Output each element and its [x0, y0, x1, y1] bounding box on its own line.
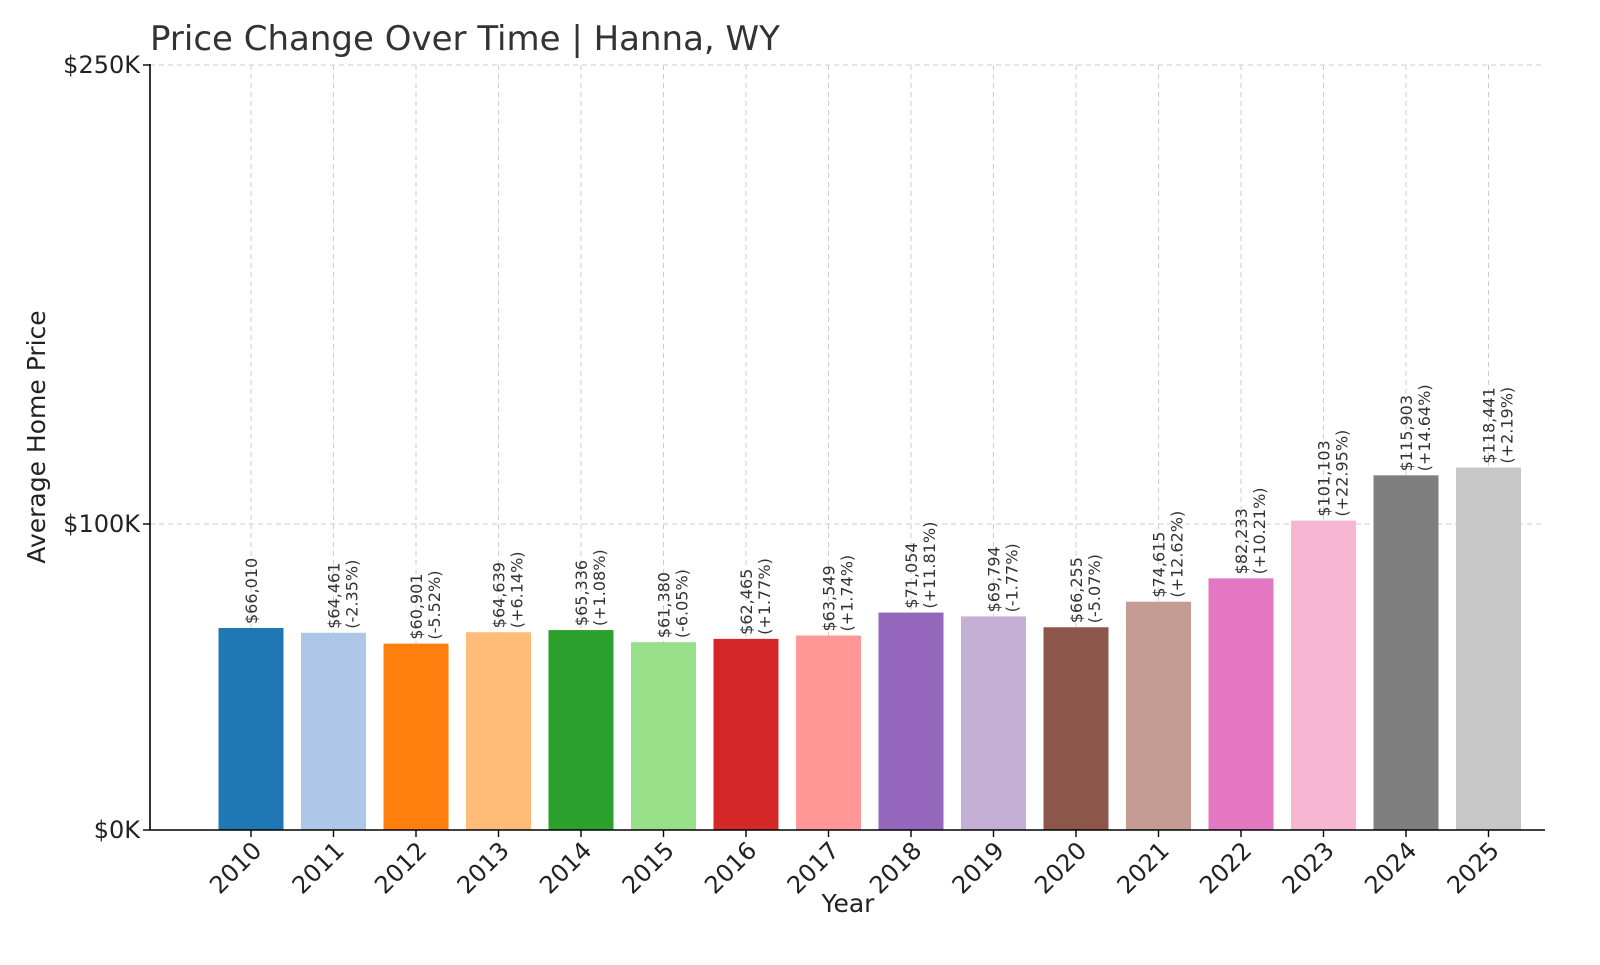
bar-value-label: $74,615	[1150, 532, 1169, 598]
bar-value-label: $63,549	[820, 565, 839, 631]
x-tick-label: 2023	[1277, 836, 1340, 899]
bar-value-label: $64,639	[490, 562, 509, 628]
bar-change-label: (+1.08%)	[590, 549, 609, 626]
x-tick-label: 2013	[452, 836, 515, 899]
bar-value-label: $62,465	[737, 569, 756, 635]
bar	[1043, 627, 1109, 830]
bar-value-label: $65,336	[572, 560, 591, 626]
x-tick-label: 2010	[204, 836, 267, 899]
bar	[796, 635, 861, 830]
bar-value-label: $71,054	[902, 542, 921, 608]
bar	[1291, 520, 1356, 830]
labels-layer: $66,010 $64,461 (-2.35%) $60,901 (-5.52%) $64…	[242, 384, 1517, 639]
x-tick-label: 2022	[1194, 836, 1257, 899]
bar-change-label: (+12.62%)	[1168, 511, 1187, 598]
y-tick-label: $250K	[63, 51, 141, 79]
bar-change-label: (+1.74%)	[838, 555, 857, 632]
bar-value-label: $66,010	[242, 558, 261, 624]
chart-title: Price Change Over Time | Hanna, WY	[150, 19, 780, 59]
bar	[548, 630, 614, 830]
x-tick-label: 2025	[1442, 836, 1505, 899]
y-tick-label: $100K	[63, 510, 141, 538]
bar-change-label: (+10.21%)	[1250, 487, 1269, 574]
bar	[878, 612, 944, 830]
bar-change-label: (-5.52%)	[425, 571, 444, 640]
x-tick-label: 2012	[369, 836, 432, 899]
bar-change-label: (+14.64%)	[1415, 384, 1434, 471]
bar-change-label: (-2.35%)	[343, 560, 362, 629]
x-tick-label: 2016	[699, 836, 762, 899]
x-tick-label: 2024	[1359, 836, 1422, 899]
bar	[961, 616, 1026, 830]
bar-value-label: $69,794	[985, 546, 1004, 612]
x-tick-label: 2015	[617, 836, 680, 899]
x-axis-label: Year	[821, 889, 876, 918]
bar-change-label: (+22.95%)	[1333, 430, 1352, 517]
bar	[383, 643, 449, 830]
bar-change-label: (+6.14%)	[508, 551, 527, 628]
bar-value-label: $101,103	[1315, 440, 1334, 516]
bar-value-label: $115,903	[1397, 395, 1416, 471]
bar-value-label: $64,461	[325, 563, 344, 629]
bar-change-label: (-6.05%)	[673, 569, 692, 638]
x-tick-label: 2011	[287, 836, 350, 899]
bar	[1373, 475, 1439, 830]
bars-layer	[218, 467, 1521, 830]
bar-change-label: (+11.81%)	[920, 522, 939, 609]
bar-value-label: $61,380	[655, 572, 674, 638]
x-tick-label: 2019	[947, 836, 1010, 899]
x-tick-label: 2014	[534, 836, 597, 899]
bar	[301, 632, 366, 830]
bar-value-label: $118,441	[1480, 387, 1499, 463]
bar	[1208, 578, 1274, 830]
bar	[713, 638, 779, 830]
bar-change-label: (-5.07%)	[1085, 554, 1104, 623]
bar-value-label: $82,233	[1232, 508, 1251, 574]
x-tick-label: 2020	[1029, 836, 1092, 899]
bar	[631, 642, 696, 830]
bar	[1456, 467, 1521, 830]
bar-value-label: $66,255	[1067, 557, 1086, 623]
bar	[218, 628, 284, 830]
bar-change-label: (+2.19%)	[1498, 387, 1517, 464]
bar	[1126, 601, 1191, 830]
y-tick-label: $0K	[94, 816, 142, 844]
bar	[466, 632, 531, 830]
x-tick-label: 2021	[1112, 836, 1175, 899]
bar-value-label: $60,901	[407, 573, 426, 639]
bar-change-label: (+1.77%)	[755, 558, 774, 635]
grid-layer	[150, 64, 1545, 830]
bar-change-label: (-1.77%)	[1003, 543, 1022, 612]
y-axis-label: Average Home Price	[22, 310, 51, 563]
